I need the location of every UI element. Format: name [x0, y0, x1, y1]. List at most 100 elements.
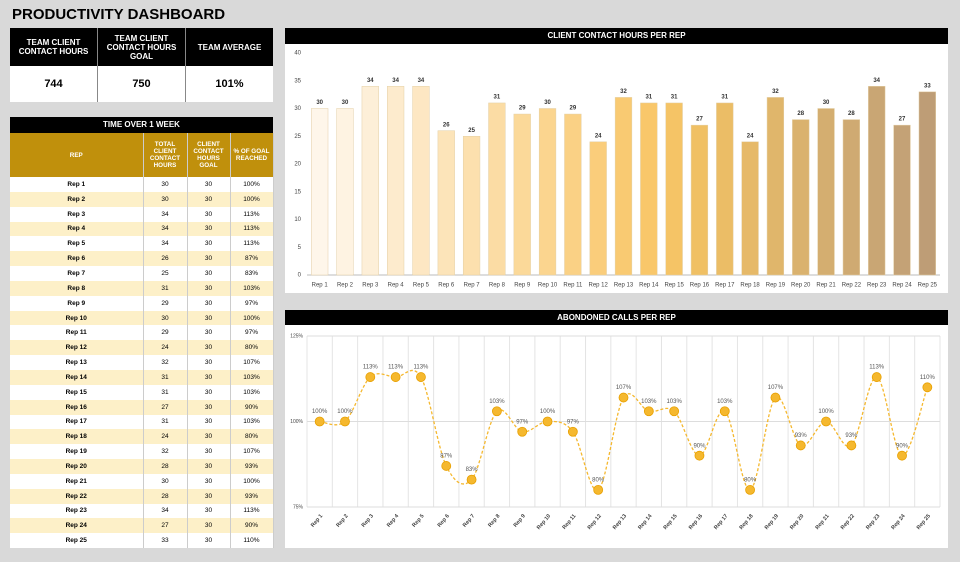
data-label: 31 [671, 95, 678, 101]
bar [564, 113, 582, 276]
x-tick-label: Rep 15 [664, 283, 684, 289]
table-cell: 30 [187, 280, 231, 296]
bar [538, 108, 557, 276]
table-cell: 33 [143, 533, 188, 549]
table-row: Rep 11 29 30 97% [10, 325, 274, 341]
x-tick-label: Rep 11 [563, 283, 583, 289]
table-cell: 113% [230, 503, 274, 519]
table-row: Rep 8 31 30 103% [10, 280, 274, 296]
table-cell: 24 [143, 429, 188, 445]
data-label: 93% [845, 433, 858, 439]
table-row: Rep 2 30 30 100% [10, 191, 274, 207]
data-label: 90% [693, 443, 706, 449]
table-cell: 103% [230, 280, 274, 296]
y-tick-label: 40 [294, 51, 301, 57]
x-tick-label: Rep 10 [538, 283, 558, 289]
point [694, 450, 705, 461]
table-cell: Rep 13 [10, 355, 144, 370]
table: REP TOTAL CLIENT CONTACT HOURS CLIENT CONT… [10, 133, 274, 549]
y-tick-label: 20 [294, 162, 301, 168]
table-cell: 103% [230, 384, 274, 400]
x-tick-label: Rep 20 [791, 283, 811, 289]
data-label: 26 [443, 122, 450, 128]
x-tick-label: Rep 2 [335, 513, 349, 528]
x-tick-label: Rep 22 [842, 283, 862, 289]
table-row: Rep 9 29 30 97% [10, 295, 274, 311]
table-cell: Rep 1 [10, 177, 144, 192]
chart-title: ABONDONED CALLS PER REP [285, 310, 948, 325]
table-cell: 30 [187, 429, 231, 445]
data-label: 31 [721, 95, 728, 101]
kpi-value: 744 [44, 78, 63, 90]
table-row: Rep 3 34 30 113% [10, 206, 274, 222]
data-label: 27 [899, 117, 906, 123]
table-row: Rep 25 33 30 110% [10, 533, 274, 549]
data-label: 28 [848, 111, 855, 117]
y-tick-label: 10 [294, 217, 301, 223]
data-label: 34 [873, 78, 880, 84]
data-label: 30 [823, 100, 830, 106]
table-cell: Rep 11 [10, 325, 144, 341]
x-tick-label: Rep 17 [713, 513, 729, 531]
table-cell: Rep 6 [10, 251, 144, 267]
point [618, 392, 629, 403]
table-row: Rep 18 24 30 80% [10, 429, 274, 445]
table-row: Rep 23 34 30 113% [10, 503, 274, 519]
kpi: TEAM CLIENT CONTACT HOURS GOAL 750 [98, 28, 186, 102]
data-label: 100% [540, 409, 556, 415]
kpi-label: TEAM CLIENT CONTACT HOURS GOAL [98, 28, 185, 66]
table-cell: 31 [143, 280, 188, 296]
y-tick-label: 0 [298, 273, 302, 279]
data-label: 100% [337, 409, 353, 415]
table-title: TIME OVER 1 WEEK [10, 117, 273, 133]
column-header: % OF GOAL REACHED [230, 133, 274, 177]
table-row: Rep 15 31 30 103% [10, 384, 274, 400]
table-cell: Rep 14 [10, 369, 144, 385]
kpi-label: TEAM CLIENT CONTACT HOURS [10, 28, 97, 66]
table-cell: Rep 18 [10, 429, 144, 445]
bar [918, 91, 936, 276]
point [897, 450, 907, 461]
point [416, 372, 426, 382]
data-label: 80% [744, 477, 757, 483]
x-tick-label: Rep 3 [362, 283, 379, 289]
x-tick-label: Rep 18 [740, 283, 760, 289]
table-cell: 30 [187, 399, 231, 415]
data-label: 110% [920, 375, 936, 381]
table-cell: 30 [187, 503, 231, 519]
data-label: 100% [818, 409, 834, 415]
table-cell: 30 [187, 533, 231, 549]
table-cell: 83% [230, 266, 274, 281]
table-cell: 103% [230, 369, 274, 385]
x-tick-label: Rep 3 [361, 513, 375, 528]
table-cell: Rep 9 [10, 295, 144, 311]
x-tick-label: Rep 12 [587, 513, 603, 531]
table-cell: 30 [187, 251, 231, 267]
table-cell: Rep 8 [10, 280, 144, 296]
bar [690, 124, 709, 276]
table-row: Rep 1 30 30 100% [10, 177, 274, 192]
table-cell: 113% [230, 236, 274, 252]
kpi: TEAM CLIENT CONTACT HOURS 744 [10, 28, 98, 102]
x-tick-label: Rep 2 [337, 283, 354, 289]
bar [741, 141, 759, 276]
data-label: 83% [466, 467, 479, 473]
x-tick-label: Rep 23 [865, 513, 881, 531]
x-tick-label: Rep 8 [489, 283, 506, 289]
data-label: 80% [592, 477, 605, 483]
table-cell: Rep 22 [10, 488, 144, 504]
table-cell: Rep 3 [10, 206, 144, 222]
table-row: Rep 12 24 30 80% [10, 340, 274, 356]
table-cell: 32 [143, 444, 188, 460]
point [871, 372, 882, 382]
x-tick-label: Rep 16 [690, 283, 710, 289]
table-row: Rep 21 30 30 100% [10, 473, 274, 489]
x-tick-label: Rep 24 [890, 513, 907, 531]
x-tick-label: Rep 12 [589, 283, 609, 289]
bar [640, 102, 658, 276]
bar [336, 108, 354, 276]
table-row: Rep 20 28 30 93% [10, 459, 274, 474]
kpi-box: TEAM CLIENT CONTACT HOURS 744 TEAM CLIENT … [10, 28, 273, 102]
data-label: 25 [468, 128, 475, 134]
